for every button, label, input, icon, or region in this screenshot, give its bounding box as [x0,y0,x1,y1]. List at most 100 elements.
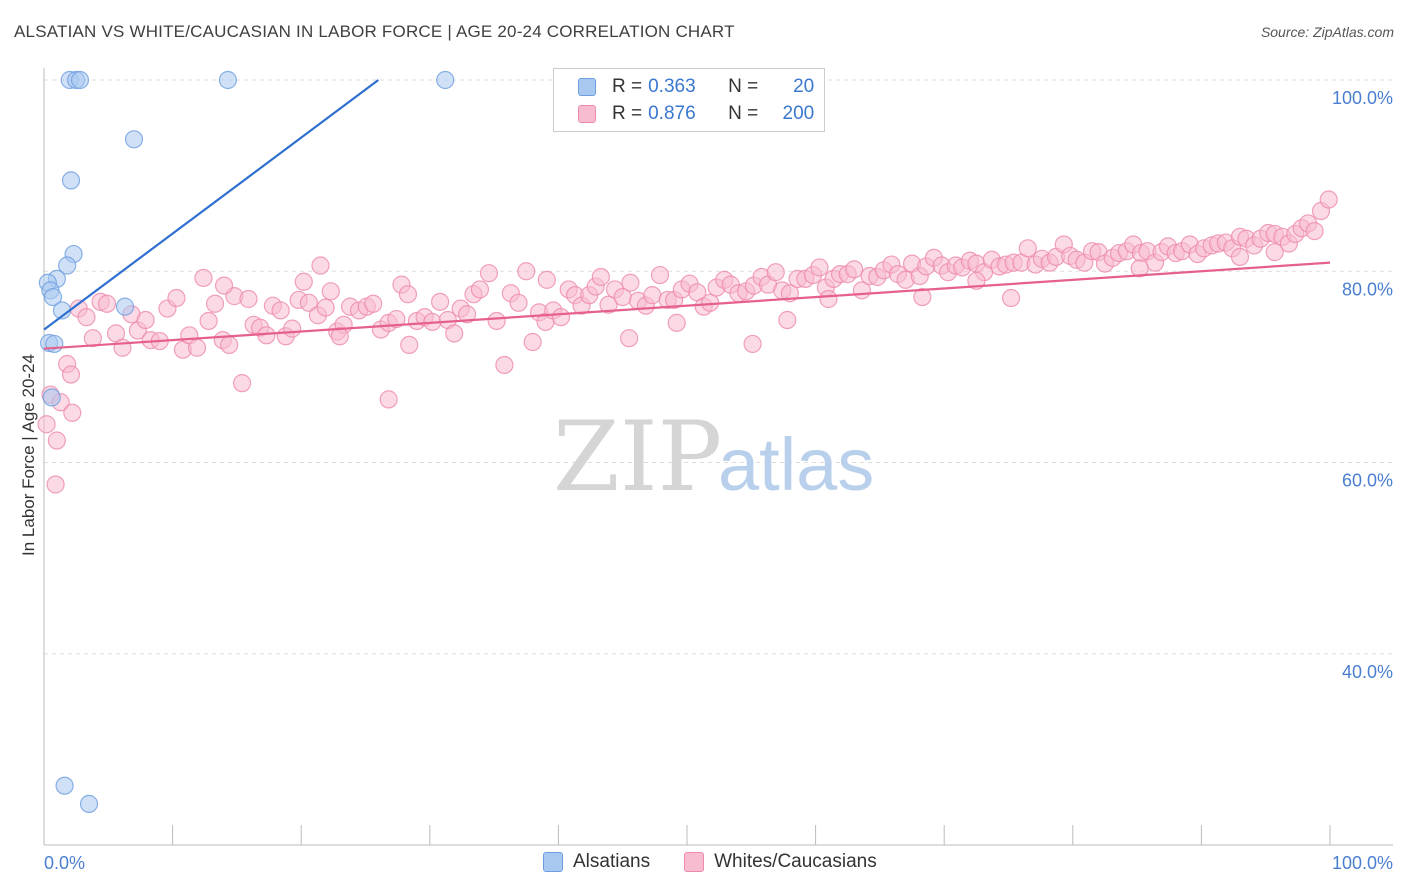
watermark: ZIP atlas [553,401,874,513]
trend-line [43,261,1331,350]
scatter-point [316,298,335,317]
scatter-point [199,311,218,331]
scatter-point [400,335,419,354]
scatter-point [299,293,319,312]
r-label: R = [612,76,643,97]
scatter-point [819,289,838,309]
scatter-point [537,270,556,289]
y-tick-label: 100.0% [1332,88,1393,108]
x-tick-labels: 0.0% 100.0% [44,853,1393,873]
scatter-point [124,130,144,149]
scatter-point [810,258,829,277]
n-value: 200 [782,103,815,124]
scatter-point [479,264,499,283]
legend-swatch-whites [684,852,705,872]
scatter-point [523,332,542,352]
scatter-point [61,365,81,384]
watermark-zip: ZIP [553,401,722,513]
x-tick-label: 100.0% [1332,853,1393,873]
scatter-point [1319,190,1338,209]
scatter-point [283,319,302,338]
scatter-point [321,282,340,301]
scatter-point [214,276,234,295]
scatter-point [79,794,99,813]
source-credit: Source: ZipAtlas.com [1260,24,1394,40]
scatter-point [509,293,528,312]
scatter-point [398,285,418,304]
scatter-point [220,335,239,354]
scatter-point [551,308,571,327]
n-label: N = [728,103,759,124]
scatter-point [257,326,276,345]
scatter-point [487,311,506,331]
scatter-point [470,280,490,299]
scatter-point [232,374,252,393]
legend-item-whites[interactable]: Whites/Caucasians [684,851,877,873]
data-points [37,70,1338,813]
scatter-point [205,294,225,313]
scatter-point [239,289,258,309]
n-label: N = [728,76,759,97]
scatter-point [621,273,640,292]
stats-legend: R = 0.363 N = 20 R = 0.876 N = 200 [553,68,825,132]
axes [43,68,1393,846]
scatter-point [294,272,313,291]
scatter-point [47,431,66,450]
legend-label-alsatians: Alsatians [573,851,651,872]
watermark-atlas: atlas [718,423,874,506]
y-tick-label: 40.0% [1342,662,1393,682]
scatter-point [845,260,864,279]
scatter-point [55,776,74,795]
scatter-point [430,292,450,311]
scatter-point [436,70,455,90]
scatter-point [620,329,639,348]
scatter-point [115,297,135,316]
scatter-point [457,305,477,324]
scatter-point [1305,221,1324,241]
scatter-point [743,334,762,354]
scatter-point [63,403,82,422]
scatter-point [766,263,785,282]
scatter-point [45,334,64,354]
scatter-point [70,70,90,90]
scatter-point [445,324,464,343]
scatter-point [591,267,610,287]
scatter-point [667,313,686,332]
scatter-point [387,309,406,329]
scatter-point [778,310,797,330]
legend-swatch-whites [578,105,596,123]
scatter-point [1230,247,1250,267]
y-tick-label: 60.0% [1342,471,1393,491]
scatter-point [167,288,186,308]
scatter-point [495,355,514,375]
legend-row-whites: R = 0.876 N = 200 [578,101,814,127]
series-legend: Alsatians Whites/Caucasians [543,851,911,873]
legend-label-whites: Whites/Caucasians [714,851,877,872]
scatter-point [517,262,536,281]
scatter-point [97,294,117,313]
scatter-point [650,265,670,285]
y-tick-labels: 100.0% 80.0% 60.0% 40.0% [1332,88,1393,682]
legend-row-alsatians: R = 0.363 N = 20 [578,74,814,100]
grid-lines [44,79,1393,655]
y-tick-label: 80.0% [1342,279,1393,299]
scatter-point [218,70,237,90]
scatter-point [61,171,81,190]
legend-swatch-alsatians [543,852,563,872]
scatter-point [1130,259,1149,278]
scatter-point [1265,243,1284,262]
scatter-point [83,329,102,348]
legend-swatch-alsatians [578,78,596,96]
scatter-point [43,287,63,307]
scatter-point [46,475,65,494]
scatter-point [330,327,349,346]
trend-line [43,79,380,331]
scatter-point [194,268,213,288]
legend-item-alsatians[interactable]: Alsatians [543,851,650,873]
scatter-point [113,338,132,357]
scatter-point [77,308,96,327]
scatter-point [1018,239,1037,258]
scatter-point [42,388,61,407]
r-label: R = [612,103,643,124]
scatter-point [913,287,932,307]
